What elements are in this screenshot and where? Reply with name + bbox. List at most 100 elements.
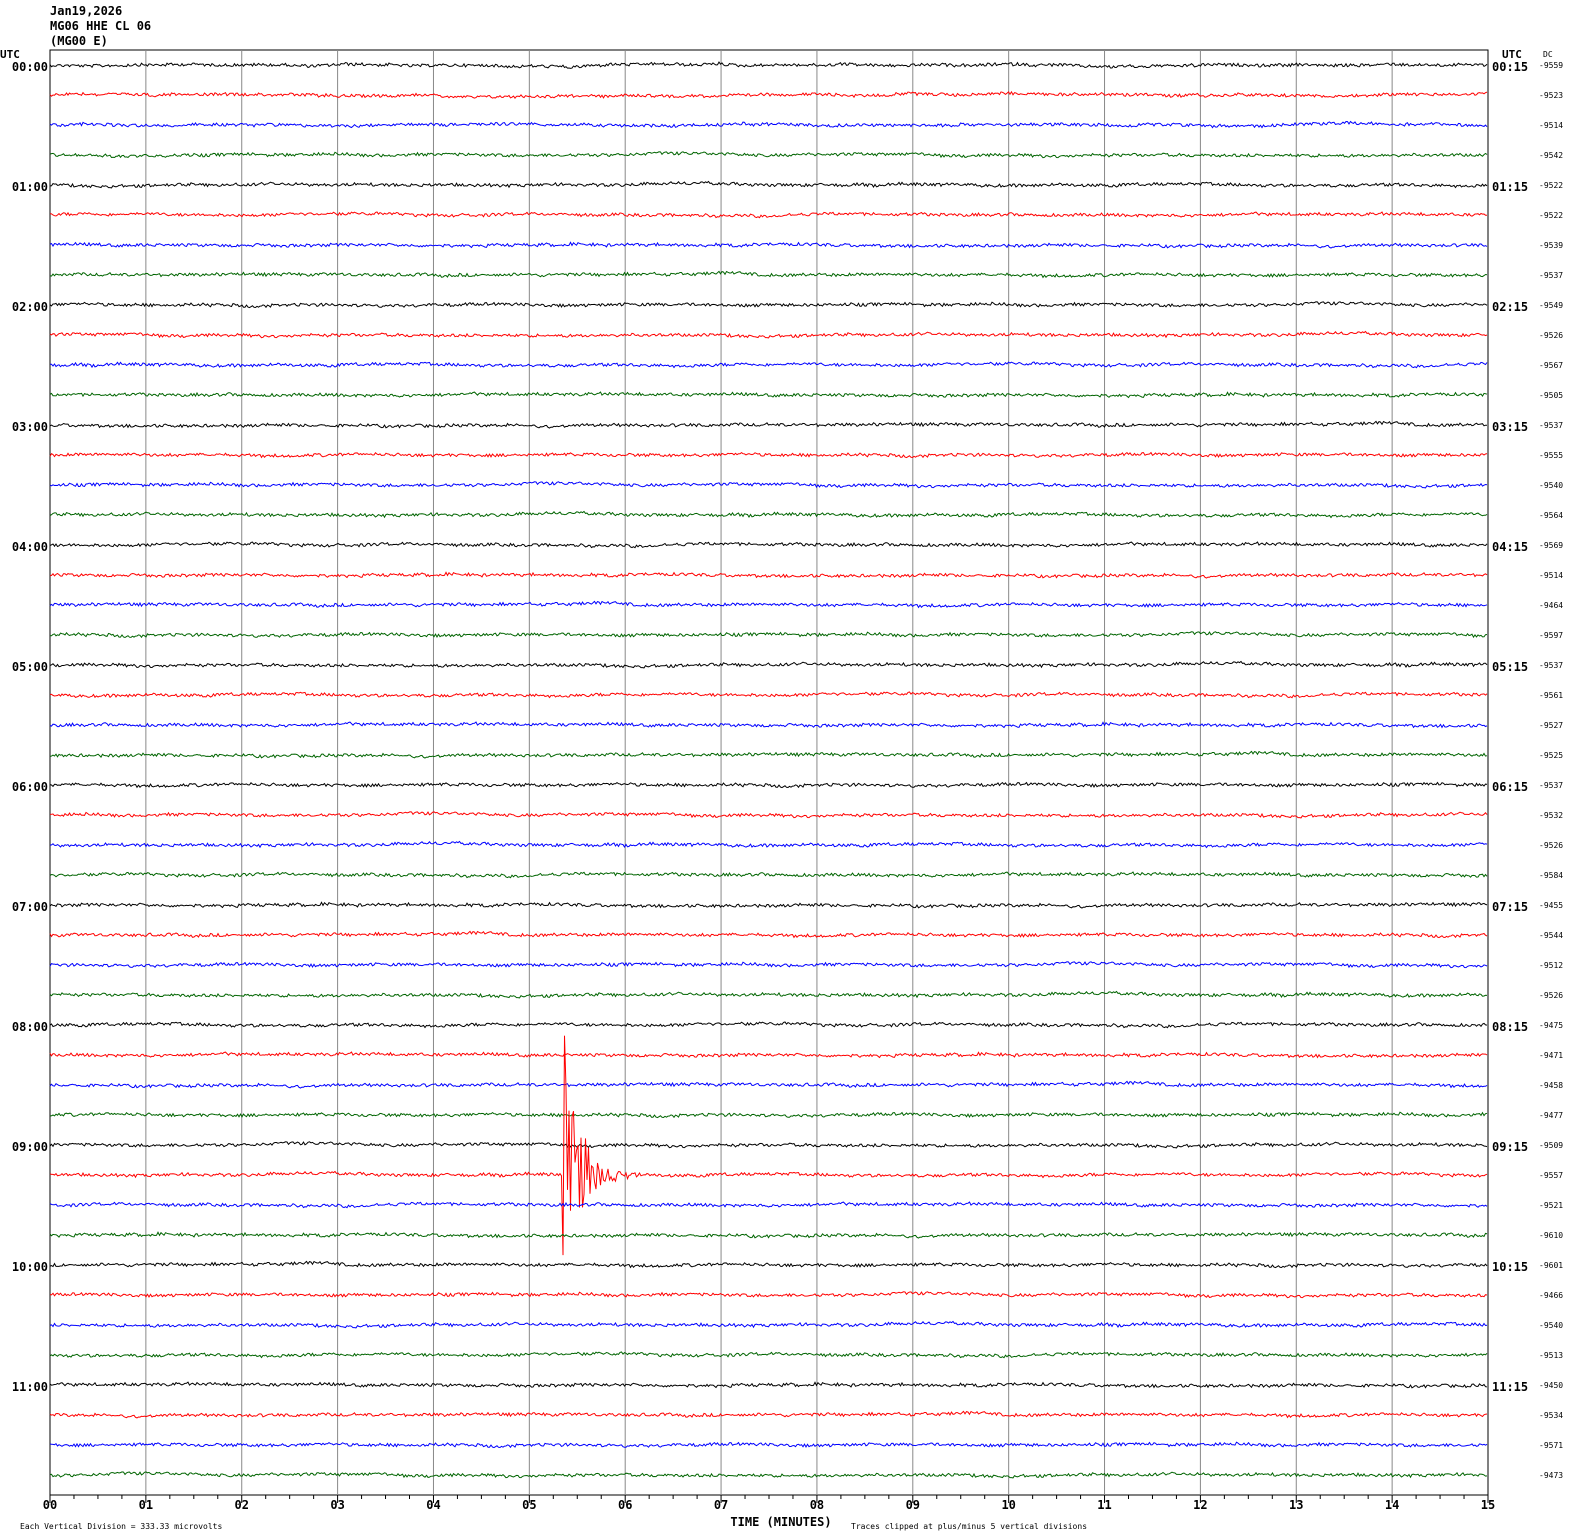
- right-hour-label: 11:15: [1492, 1380, 1528, 1394]
- trace-line: [49, 721, 1488, 729]
- right-hour-label: 02:15: [1492, 300, 1528, 314]
- left-hour-label: 06:00: [12, 780, 48, 794]
- x-tick-label: 14: [1385, 1498, 1399, 1512]
- left-hour-label: 02:00: [12, 300, 48, 314]
- x-tick-label: 08: [810, 1498, 824, 1512]
- dc-value: -9466: [1539, 1291, 1563, 1300]
- dc-value: -9523: [1539, 91, 1563, 100]
- dc-value: -9526: [1539, 991, 1563, 1000]
- trace-line: [49, 660, 1488, 669]
- trace-line: [49, 691, 1488, 699]
- dc-value: -9477: [1539, 1111, 1563, 1120]
- clip-note: Traces clipped at plus/minus 5 vertical …: [851, 1522, 1087, 1531]
- trace-line: [49, 1201, 1488, 1209]
- right-hour-label: 04:15: [1492, 540, 1528, 554]
- right-hour-label: 05:15: [1492, 660, 1528, 674]
- trace-line: [49, 241, 1488, 249]
- trace-line: [49, 180, 1488, 189]
- dc-value: -9537: [1539, 271, 1563, 280]
- x-tick-label: 12: [1193, 1498, 1207, 1512]
- dc-value: -9527: [1539, 721, 1563, 730]
- trace-line: [49, 510, 1488, 519]
- x-tick-label: 11: [1097, 1498, 1111, 1512]
- trace-line: [49, 990, 1488, 999]
- trace-line: [49, 1410, 1488, 1419]
- trace-line: [49, 1080, 1488, 1089]
- left-hour-label: 04:00: [12, 540, 48, 554]
- trace-line: [49, 270, 1488, 279]
- dc-value: -9561: [1539, 691, 1563, 700]
- trace-line: [49, 1021, 1488, 1029]
- trace-line: [49, 1291, 1488, 1299]
- x-tick-label: 02: [235, 1498, 249, 1512]
- dc-value: -9537: [1539, 661, 1563, 670]
- date-label: Jan19,2026: [50, 4, 123, 18]
- trace-line: [49, 1111, 1488, 1119]
- dc-value: -9540: [1539, 1321, 1563, 1330]
- dc-value: -9475: [1539, 1021, 1563, 1030]
- right-hour-label: 08:15: [1492, 1020, 1528, 1034]
- dc-value: -9455: [1539, 901, 1563, 910]
- dc-value: -9509: [1539, 1141, 1563, 1150]
- left-utc-label: UTC: [0, 48, 20, 61]
- trace-line: [49, 391, 1488, 399]
- dc-value: -9555: [1539, 451, 1563, 460]
- dc-value: -9584: [1539, 871, 1563, 880]
- x-axis-label: TIME (MINUTES): [730, 1515, 831, 1529]
- trace-line: [49, 871, 1488, 879]
- x-tick-label: 13: [1289, 1498, 1303, 1512]
- dc-value: -9458: [1539, 1081, 1563, 1090]
- left-hour-label: 10:00: [12, 1260, 48, 1274]
- trace-line: [49, 1260, 1488, 1269]
- x-tick-label: 03: [330, 1498, 344, 1512]
- dc-value: -9471: [1539, 1051, 1563, 1060]
- trace-line: [49, 120, 1488, 129]
- left-hour-label: 11:00: [12, 1380, 48, 1394]
- left-hour-label: 07:00: [12, 900, 48, 914]
- dc-value: -9522: [1539, 181, 1563, 190]
- dc-value: -9564: [1539, 511, 1563, 520]
- dc-value: -9571: [1539, 1441, 1563, 1450]
- left-hour-label: 05:00: [12, 660, 48, 674]
- x-tick-label: 01: [139, 1498, 153, 1512]
- right-hour-label: 06:15: [1492, 780, 1528, 794]
- trace-line: [50, 631, 1488, 639]
- left-hour-label: 08:00: [12, 1020, 48, 1034]
- trace-line: [49, 811, 1488, 819]
- dc-value: -9534: [1539, 1411, 1563, 1420]
- trace-line: [49, 840, 1488, 849]
- trace-line: [49, 961, 1488, 969]
- dc-value: -9601: [1539, 1261, 1563, 1270]
- dc-value: -9569: [1539, 541, 1563, 550]
- right-hour-label: 03:15: [1492, 420, 1528, 434]
- trace-line: [49, 571, 1488, 579]
- dc-value: -9450: [1539, 1381, 1563, 1390]
- dc-value: -9514: [1539, 121, 1563, 130]
- left-hour-label: 03:00: [12, 420, 48, 434]
- right-hour-label: 01:15: [1492, 180, 1528, 194]
- trace-line: [49, 211, 1488, 219]
- trace-line: [49, 1035, 1488, 1256]
- right-hour-label: 07:15: [1492, 900, 1528, 914]
- trace-line: [49, 1471, 1488, 1479]
- trace-line: [49, 541, 1488, 549]
- trace-line: [49, 330, 1488, 339]
- dc-value: -9537: [1539, 421, 1563, 430]
- x-tick-label: 15: [1481, 1498, 1495, 1512]
- trace-line: [49, 420, 1488, 429]
- trace-line: [49, 750, 1488, 759]
- trace-line: [49, 781, 1488, 789]
- right-hour-label: 00:15: [1492, 60, 1528, 74]
- trace-line: [49, 1231, 1488, 1239]
- trace-line: [50, 361, 1488, 369]
- dc-value: -9537: [1539, 781, 1563, 790]
- dc-value: -9542: [1539, 151, 1563, 160]
- trace-line: [49, 1141, 1488, 1149]
- trace-line: [49, 90, 1488, 100]
- left-hour-label: 00:00: [12, 60, 48, 74]
- dc-value: -9473: [1539, 1471, 1563, 1480]
- dc-value: -9505: [1539, 391, 1563, 400]
- x-tick-label: 05: [522, 1498, 536, 1512]
- dc-value: -9539: [1539, 241, 1563, 250]
- dc-value: -9549: [1539, 301, 1563, 310]
